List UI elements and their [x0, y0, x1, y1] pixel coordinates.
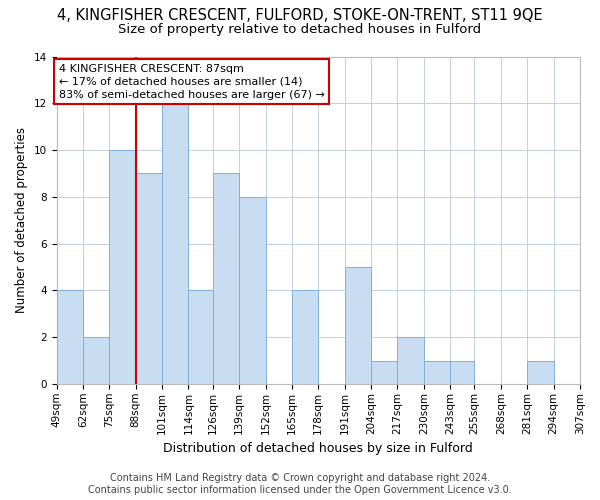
X-axis label: Distribution of detached houses by size in Fulford: Distribution of detached houses by size …	[163, 442, 473, 455]
Bar	[371, 360, 397, 384]
Bar	[344, 267, 371, 384]
Bar	[109, 150, 136, 384]
Text: Contains HM Land Registry data © Crown copyright and database right 2024.
Contai: Contains HM Land Registry data © Crown c…	[88, 474, 512, 495]
Bar	[397, 337, 424, 384]
Bar	[56, 290, 83, 384]
Text: 4, KINGFISHER CRESCENT, FULFORD, STOKE-ON-TRENT, ST11 9QE: 4, KINGFISHER CRESCENT, FULFORD, STOKE-O…	[57, 8, 543, 22]
Bar	[239, 197, 266, 384]
Bar	[213, 174, 239, 384]
Bar	[424, 360, 450, 384]
Bar	[292, 290, 318, 384]
Bar	[450, 360, 475, 384]
Bar	[188, 290, 213, 384]
Bar	[162, 104, 188, 384]
Bar	[136, 174, 162, 384]
Text: Size of property relative to detached houses in Fulford: Size of property relative to detached ho…	[118, 22, 482, 36]
Y-axis label: Number of detached properties: Number of detached properties	[15, 127, 28, 313]
Text: 4 KINGFISHER CRESCENT: 87sqm
← 17% of detached houses are smaller (14)
83% of se: 4 KINGFISHER CRESCENT: 87sqm ← 17% of de…	[59, 64, 325, 100]
Bar	[527, 360, 554, 384]
Bar	[83, 337, 109, 384]
